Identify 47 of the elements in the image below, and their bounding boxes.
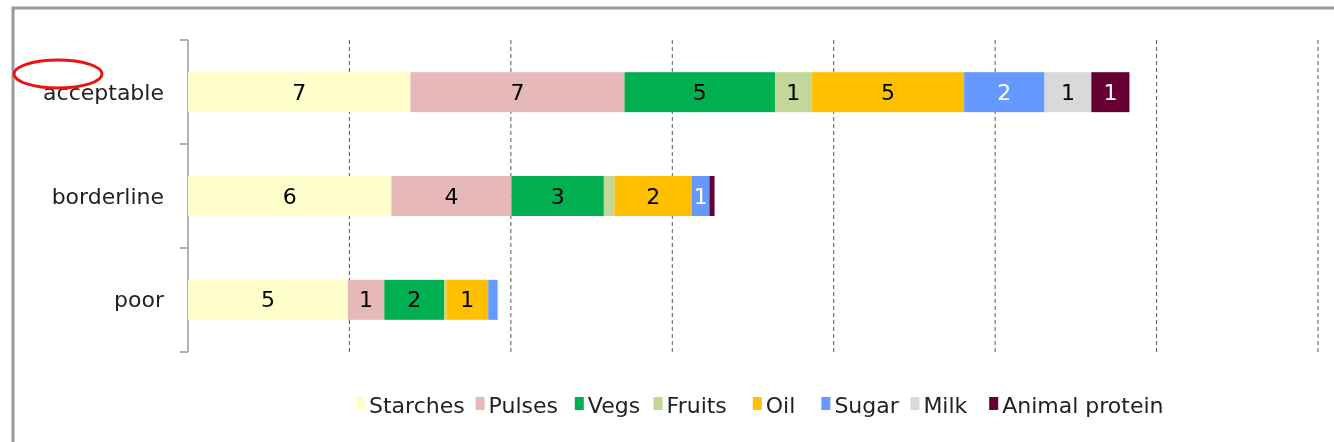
data-label: 4 [444,183,459,209]
bar [614,176,692,216]
data-label: 1 [693,183,708,209]
bar [774,72,812,113]
legend-label: Oil [765,392,796,418]
y-tick-label: poor [114,287,165,313]
legend-label: Pulses [488,392,559,418]
data-label: 7 [292,79,307,105]
bar [188,72,411,113]
bar [511,176,604,216]
data-label: 5 [880,79,895,105]
legend-label: Vegs [587,392,641,418]
bar [188,279,348,320]
data-label: 7 [510,79,525,105]
bar [1044,72,1092,113]
data-label: 1 [359,287,374,313]
legend-label: Animal protein [1002,392,1164,418]
bar [488,279,498,320]
bar [964,72,1045,113]
bar [624,72,775,113]
bar [709,176,715,216]
bar [391,176,512,216]
legend-label: Sugar [834,392,900,418]
bar [603,176,615,216]
data-label: 2 [646,183,661,209]
bar [347,279,385,320]
legend-label: Starches [369,392,465,418]
bar [188,176,392,216]
data-label: 3 [550,183,565,209]
data-label: 1 [1103,79,1118,105]
data-label: 1 [460,287,475,313]
y-tick-label: acceptable [43,79,164,105]
data-label: 1 [786,79,801,105]
data-label: 1 [1060,79,1075,105]
y-tick-label: borderline [51,183,164,209]
legend-label: Milk [923,392,968,418]
legend-label: Fruits [666,392,727,418]
bar [384,279,445,320]
bar [410,72,625,113]
bar [1091,72,1130,113]
data-label: 5 [692,79,707,105]
data-label: 6 [282,183,297,209]
data-label: 5 [260,287,275,313]
data-label: 2 [407,287,422,313]
bar [811,72,965,113]
bar [446,279,489,320]
data-label: 2 [997,79,1012,105]
